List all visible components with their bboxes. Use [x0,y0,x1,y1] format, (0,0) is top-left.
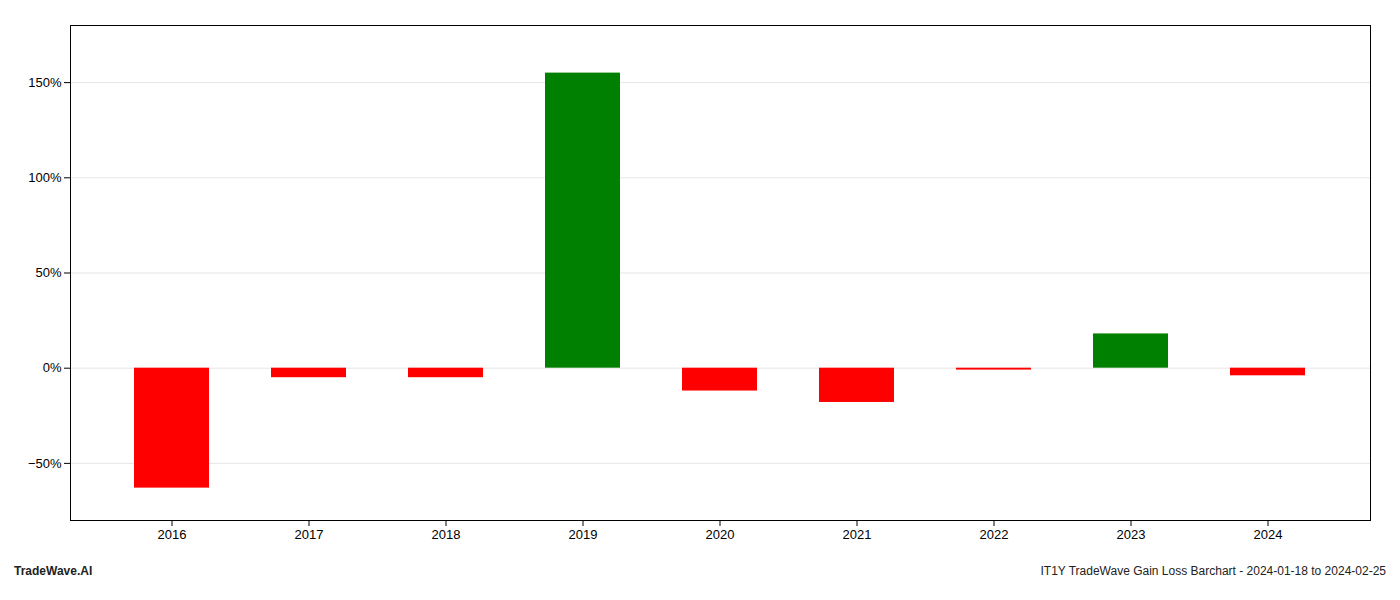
svg-text:2018: 2018 [432,527,461,542]
svg-text:2017: 2017 [295,527,324,542]
svg-text:150%: 150% [28,75,62,90]
svg-text:2019: 2019 [569,527,598,542]
html-text:TradeWave.AI: TradeWave.AI [14,564,93,578]
svg-text:2016: 2016 [158,527,187,542]
svg-text:2020: 2020 [706,527,735,542]
svg-text:0%: 0% [43,360,62,375]
svg-text:2022: 2022 [980,527,1009,542]
html-text:IT1Y TradeWave Gain Loss Barch: IT1Y TradeWave Gain Loss Barchart - 2024… [1040,564,1386,578]
svg-text:2023: 2023 [1117,527,1146,542]
svg-text:2024: 2024 [1254,527,1283,542]
svg-text:100%: 100% [28,170,62,185]
svg-text:−50%: −50% [28,456,62,471]
svg-text:2021: 2021 [843,527,872,542]
svg-text:50%: 50% [35,265,61,280]
